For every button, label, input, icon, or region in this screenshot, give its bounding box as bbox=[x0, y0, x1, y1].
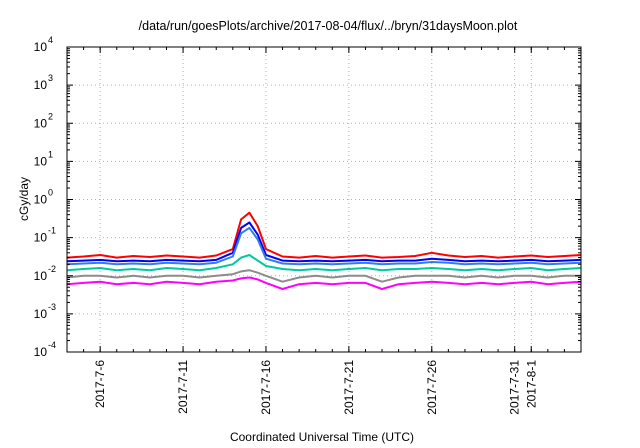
y-axis-title: cGy/day bbox=[17, 177, 31, 221]
y-tick-label: 10 bbox=[34, 154, 48, 168]
series-line bbox=[66, 269, 581, 283]
x-tick-label: 2017-7-6 bbox=[93, 360, 107, 408]
y-tick-exponent: -2 bbox=[48, 264, 56, 274]
y-tick-exponent: -1 bbox=[48, 226, 56, 236]
series-layer bbox=[66, 211, 582, 290]
y-tick-exponent: 0 bbox=[48, 188, 53, 198]
y-tick-exponent: 4 bbox=[48, 35, 53, 45]
y-tick-label: 10 bbox=[34, 307, 48, 321]
series-line bbox=[66, 254, 582, 272]
y-tick-label: 10 bbox=[34, 345, 48, 359]
series-line bbox=[66, 221, 582, 263]
x-tick-label: 2017-7-16 bbox=[259, 360, 273, 415]
y-tick-exponent: 3 bbox=[48, 73, 53, 83]
y-tick-exponent: -4 bbox=[48, 340, 56, 350]
grid-layer bbox=[67, 47, 581, 352]
y-tick-label: 10 bbox=[34, 269, 48, 283]
y-tick-exponent: 2 bbox=[48, 111, 53, 121]
y-tick-exponent: -3 bbox=[48, 302, 56, 312]
x-axis-title: Coordinated Universal Time (UTC) bbox=[230, 430, 414, 444]
series-line bbox=[66, 276, 582, 290]
y-tick-label: 10 bbox=[34, 193, 48, 207]
series-line bbox=[66, 226, 582, 266]
series-line bbox=[66, 211, 582, 259]
y-tick-label: 10 bbox=[34, 40, 48, 54]
x-tick-label: 2017-7-21 bbox=[342, 360, 356, 415]
x-axis: 2017-7-6 2017-7-11 2017-7-16 2017-7-21 2017-… bbox=[66, 47, 582, 415]
chart-title: /data/run/goesPlots/archive/2017-08-04/f… bbox=[139, 19, 518, 33]
y-tick-exponent: 1 bbox=[48, 149, 53, 159]
x-tick-label: 2017-8-1 bbox=[524, 360, 538, 408]
x-tick-label: 2017-7-26 bbox=[425, 360, 439, 415]
y-tick-label: 10 bbox=[34, 231, 48, 245]
y-tick-label: 10 bbox=[34, 78, 48, 92]
x-tick-label: 2017-7-31 bbox=[508, 360, 522, 415]
x-tick-label: 2017-7-11 bbox=[176, 360, 190, 414]
y-tick-label: 10 bbox=[34, 116, 48, 130]
